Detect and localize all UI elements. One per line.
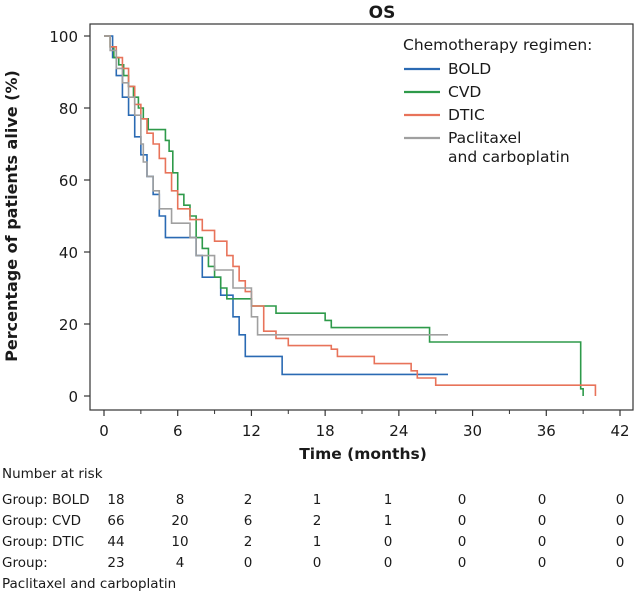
chart-title: OS xyxy=(369,3,396,23)
risk-count: 66 xyxy=(107,513,125,529)
risk-count: 0 xyxy=(615,555,625,571)
risk-count: 0 xyxy=(537,534,547,550)
risk-count: 0 xyxy=(537,513,547,529)
curve-bold xyxy=(104,35,448,376)
risk-count: 0 xyxy=(457,534,467,550)
risk-count: 18 xyxy=(107,492,125,508)
number-at-risk-table: Number at risk Group: BOLD 18 8 2 1 1 0 0 0 Group… xyxy=(0,462,635,596)
risk-group-label: Group: BOLD xyxy=(2,492,90,508)
risk-count: 0 xyxy=(457,555,467,571)
risk-group-label: Group: DTIC xyxy=(2,534,84,550)
risk-count: 44 xyxy=(107,534,125,550)
risk-count: 0 xyxy=(457,513,467,529)
y-tick-label: 0 xyxy=(68,388,78,406)
risk-count: 0 xyxy=(537,555,547,571)
risk-count: 2 xyxy=(243,534,253,550)
legend-label-dtic: DTIC xyxy=(448,106,485,124)
risk-count: 8 xyxy=(175,492,185,508)
legend-label-paclitaxel: Paclitaxel xyxy=(448,129,521,147)
risk-table-row: Group: BOLD 18 8 2 1 1 0 0 0 xyxy=(0,492,635,512)
y-axis-label: Percentage of patients alive (%) xyxy=(2,70,21,362)
risk-count: 0 xyxy=(383,555,393,571)
legend-label-bold: BOLD xyxy=(448,60,491,78)
risk-count: 1 xyxy=(312,534,322,550)
legend: Chemotherapy regimen: BOLD CVD DTIC Paclitax… xyxy=(403,36,592,166)
x-tick-label: 36 xyxy=(537,422,556,440)
risk-count: 4 xyxy=(175,555,185,571)
risk-table-row: Group: DTIC 44 10 2 1 0 0 0 0 xyxy=(0,534,635,554)
x-tick-label: 0 xyxy=(99,422,109,440)
risk-count: 6 xyxy=(243,513,253,529)
risk-count: 10 xyxy=(171,534,189,550)
risk-table-title: Number at risk xyxy=(2,466,103,482)
risk-count: 1 xyxy=(312,492,322,508)
risk-count: 1 xyxy=(383,513,393,529)
legend-title: Chemotherapy regimen: xyxy=(403,36,592,54)
risk-count: 0 xyxy=(615,534,625,550)
risk-group-label: Group: xyxy=(2,555,48,571)
risk-table-row: Group: CVD 66 20 6 2 1 0 0 0 xyxy=(0,513,635,533)
risk-group-label: Group: CVD xyxy=(2,513,81,529)
risk-count: 0 xyxy=(243,555,253,571)
x-tick-label: 12 xyxy=(242,422,261,440)
y-tick-label: 100 xyxy=(49,28,78,46)
risk-count: 0 xyxy=(312,555,322,571)
risk-count: 1 xyxy=(383,492,393,508)
x-tick-label: 42 xyxy=(610,422,629,440)
risk-count: 0 xyxy=(615,513,625,529)
risk-count: 2 xyxy=(243,492,253,508)
x-tick-label: 6 xyxy=(173,422,183,440)
risk-count: 2 xyxy=(312,513,322,529)
y-tick-label: 20 xyxy=(59,316,78,334)
risk-count: 0 xyxy=(457,492,467,508)
y-tick-label: 60 xyxy=(59,172,78,190)
risk-count: 0 xyxy=(615,492,625,508)
risk-count: 0 xyxy=(383,534,393,550)
curve-cvd xyxy=(104,35,584,396)
risk-table-row: Group: 23 4 0 0 0 0 0 0 xyxy=(0,555,635,575)
y-tick-label: 40 xyxy=(59,244,78,262)
survival-chart: OS 0 20 40 60 80 100 0 6 12 18 24 30 36 42 Chemothera… xyxy=(2,3,634,462)
x-axis-label: Time (months) xyxy=(299,445,427,462)
risk-count: 23 xyxy=(107,555,125,571)
axes: 0 20 40 60 80 100 0 6 12 18 24 30 36 42 xyxy=(49,23,634,440)
risk-count: 0 xyxy=(537,492,547,508)
x-tick-label: 30 xyxy=(463,422,482,440)
legend-label-paclitaxel: and carboplatin xyxy=(448,148,570,166)
legend-label-cvd: CVD xyxy=(448,83,481,101)
curve-paclitaxel xyxy=(104,35,448,336)
x-tick-label: 24 xyxy=(389,422,408,440)
survival-curves xyxy=(104,35,597,396)
x-tick-label: 18 xyxy=(316,422,335,440)
y-tick-label: 80 xyxy=(59,100,78,118)
risk-group-label-continuation: Paclitaxel and carboplatin xyxy=(2,576,177,592)
risk-count: 20 xyxy=(171,513,189,529)
